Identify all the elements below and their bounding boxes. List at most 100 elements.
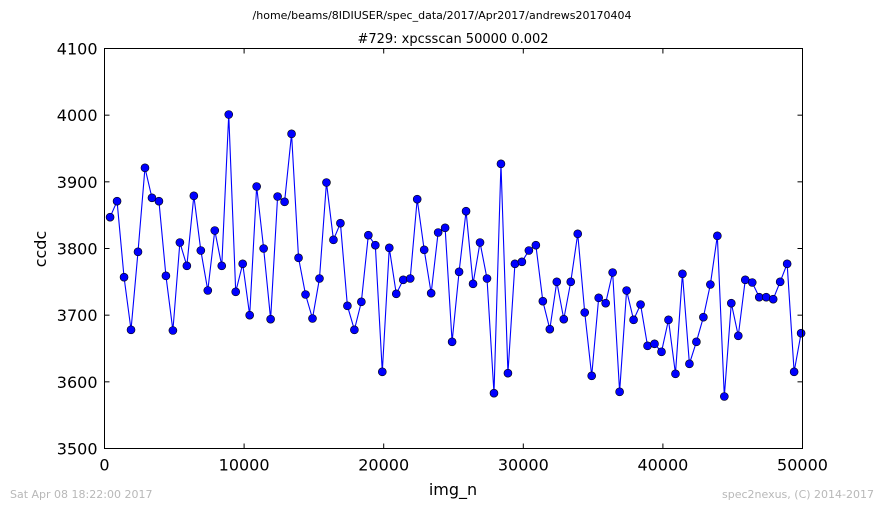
data-point xyxy=(601,298,610,308)
y-tick-label: 3800 xyxy=(57,240,98,259)
data-point xyxy=(782,259,792,269)
data-point xyxy=(454,267,464,277)
y-tick-label: 3900 xyxy=(57,173,98,192)
data-point xyxy=(377,367,387,377)
data-point xyxy=(280,197,289,207)
y-axis-label: ccdc xyxy=(31,231,50,268)
data-point xyxy=(273,192,282,201)
data-point xyxy=(412,194,422,204)
data-point xyxy=(678,269,687,279)
data-point xyxy=(650,339,659,349)
y-tick-label: 4000 xyxy=(57,106,98,125)
x-tick-label: 0 xyxy=(99,456,109,475)
data-point xyxy=(475,238,485,247)
data-point xyxy=(112,196,122,206)
y-axis: 3500 3600 3700 3800 3900 4000 4100 xyxy=(57,40,803,459)
data-point xyxy=(391,289,401,299)
data-point xyxy=(266,314,275,324)
data-point xyxy=(433,228,443,237)
plot-series xyxy=(109,113,802,398)
data-point xyxy=(747,278,757,287)
data-point xyxy=(301,290,310,299)
data-point xyxy=(315,274,324,283)
data-point xyxy=(573,229,583,239)
data-point xyxy=(384,243,394,253)
data-point xyxy=(196,246,206,255)
data-point xyxy=(182,261,192,271)
data-point xyxy=(189,191,199,201)
data-point xyxy=(105,212,115,222)
data-point xyxy=(203,286,213,295)
data-point xyxy=(664,315,673,325)
y-tick-label: 4100 xyxy=(57,40,98,59)
data-point xyxy=(336,218,345,228)
data-point xyxy=(489,388,499,398)
data-point xyxy=(615,387,624,397)
data-point xyxy=(252,182,261,191)
data-point xyxy=(224,110,234,119)
data-point xyxy=(308,314,317,323)
footer-credit: spec2nexus, (C) 2014-2017 xyxy=(722,488,874,501)
data-point xyxy=(419,245,429,255)
data-point xyxy=(364,230,373,240)
y-tick-label: 3700 xyxy=(57,306,98,325)
data-point xyxy=(608,268,617,277)
chart-suptitle: /home/beams/8IDIUSER/spec_data/2017/Apr2… xyxy=(253,9,632,22)
data-point xyxy=(720,392,729,401)
data-point xyxy=(245,310,254,320)
y-tick-label: 3600 xyxy=(57,373,98,392)
data-point xyxy=(447,337,457,347)
data-point xyxy=(685,359,694,369)
footer-timestamp: Sat Apr 08 18:22:00 2017 xyxy=(10,488,152,501)
data-point xyxy=(629,315,638,325)
data-point xyxy=(231,287,241,297)
data-point xyxy=(468,279,478,289)
data-point xyxy=(168,326,178,335)
data-point xyxy=(119,272,129,282)
data-point xyxy=(796,328,806,338)
data-point xyxy=(594,293,603,303)
data-point xyxy=(175,238,185,247)
x-tick-label: 20000 xyxy=(358,456,409,475)
data-point xyxy=(140,163,150,173)
data-point xyxy=(566,277,576,287)
data-point xyxy=(671,369,680,379)
data-point xyxy=(287,129,296,139)
chart-title: #729: xpcsscan 50000 0.002 xyxy=(357,32,548,47)
data-point xyxy=(126,325,136,335)
data-point xyxy=(426,288,436,298)
data-point xyxy=(524,246,534,255)
data-point xyxy=(789,367,799,377)
data-point xyxy=(482,274,492,283)
data-point xyxy=(517,257,527,267)
data-point xyxy=(657,347,666,357)
x-tick-label: 10000 xyxy=(219,456,270,475)
data-point xyxy=(322,178,331,187)
x-tick-label: 50000 xyxy=(777,456,828,475)
data-point xyxy=(371,240,380,250)
data-point xyxy=(636,300,645,309)
data-point xyxy=(329,235,338,245)
data-point xyxy=(726,298,736,308)
data-point xyxy=(768,294,778,304)
data-point xyxy=(210,226,220,235)
data-point xyxy=(622,286,631,295)
data-point xyxy=(357,297,366,307)
plot-markers xyxy=(105,110,806,401)
data-point xyxy=(496,159,506,169)
data-point xyxy=(552,277,562,287)
y-tick-label: 3500 xyxy=(57,440,98,459)
data-point xyxy=(587,371,597,381)
x-tick-label: 30000 xyxy=(498,456,549,475)
data-point xyxy=(699,312,708,322)
data-point xyxy=(503,368,513,378)
data-point xyxy=(217,261,227,271)
data-point xyxy=(461,206,471,216)
data-point xyxy=(545,324,555,334)
data-point xyxy=(350,325,359,335)
data-point xyxy=(531,240,541,250)
x-axis-label: img_n xyxy=(429,480,477,500)
data-point xyxy=(559,314,569,324)
data-point xyxy=(775,277,785,287)
data-point xyxy=(133,247,143,257)
